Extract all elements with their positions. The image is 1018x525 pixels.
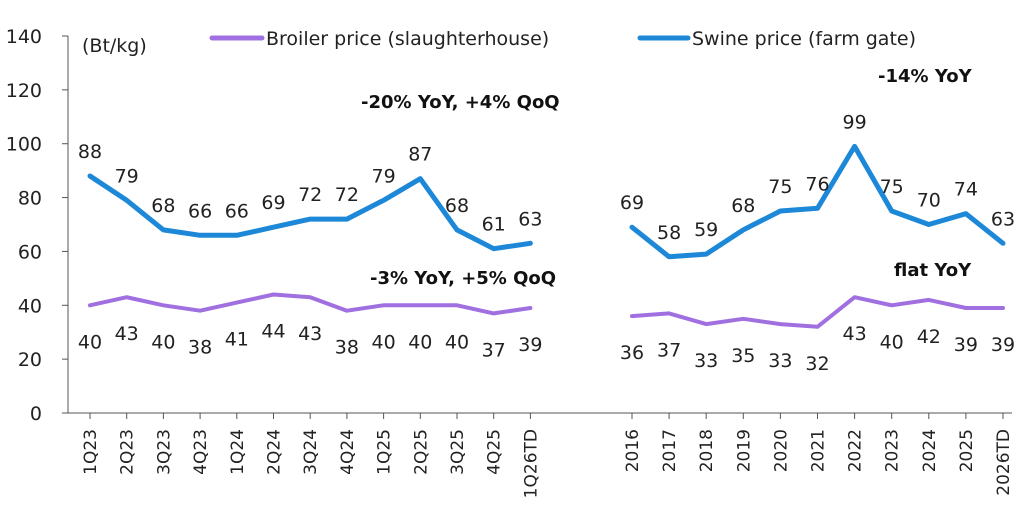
y-tick-label: 0: [30, 403, 42, 425]
x-tick-label: 1Q23: [81, 429, 101, 475]
data-label-broiler: 39: [954, 334, 978, 356]
y-axis-ticks: 0 20 40 60 80 100 120 140: [6, 26, 68, 425]
x-tick-label: 2018: [697, 429, 717, 472]
data-label-broiler: 35: [731, 345, 755, 367]
series-line-broiler: [630, 295, 1005, 329]
y-tick-label: 40: [18, 295, 42, 317]
data-label-swine: 88: [78, 141, 102, 163]
data-label-swine: 75: [880, 176, 904, 198]
data-label-broiler: 40: [78, 331, 102, 353]
annotation-annual-broiler: flat YoY: [894, 260, 972, 281]
data-label-swine: 87: [408, 144, 432, 166]
series-line-swine: [629, 143, 1006, 260]
data-label-broiler: 40: [372, 331, 396, 353]
data-label-swine: 68: [151, 195, 175, 217]
data-label-broiler: 39: [518, 334, 542, 356]
x-tick-label: 2017: [660, 429, 680, 472]
data-label-swine: 68: [731, 195, 755, 217]
data-label-swine: 69: [261, 192, 285, 214]
x-tick-label: 4Q23: [191, 429, 211, 475]
data-label-swine: 58: [657, 222, 681, 244]
data-label-broiler: 40: [408, 331, 432, 353]
data-label-swine: 99: [843, 111, 867, 133]
x-tick-label: 2016: [623, 429, 643, 472]
y-tick-label: 140: [6, 26, 42, 48]
data-label-broiler: 36: [620, 342, 644, 364]
data-label-broiler: 37: [482, 339, 506, 361]
annotation-quarterly-swine: -20% YoY, +4% QoQ: [361, 92, 560, 113]
data-label-swine: 72: [335, 184, 359, 206]
data-label-broiler: 33: [694, 350, 718, 372]
data-label-broiler: 42: [917, 326, 941, 348]
y-tick-label: 60: [18, 241, 42, 263]
x-tick-label: 3Q23: [154, 429, 174, 475]
x-tick-label: 2020: [771, 429, 791, 472]
data-label-broiler: 40: [445, 331, 469, 353]
data-label-broiler: 38: [335, 337, 359, 359]
x-tick-label: 2022: [846, 429, 866, 472]
data-label-swine: 59: [694, 219, 718, 241]
x-tick-label: 1Q24: [228, 429, 248, 475]
data-label-broiler: 33: [768, 350, 792, 372]
x-tick-label: 2Q24: [265, 429, 285, 475]
y-tick-label: 20: [18, 349, 42, 371]
x-axis-ticks: 1Q23 2Q23 3Q23 4Q23 1Q24 2Q24 3Q24 4Q24 1Q25 2Q25…: [81, 413, 1014, 498]
data-labels: 88 79 68 66 66 69 72 72 79 87 68 61 63 40 43 40 38 41 44 43…: [78, 111, 1015, 374]
series-line-swine: [87, 173, 533, 252]
data-label-swine: 76: [805, 173, 829, 195]
x-tick-label: 1Q26TD: [521, 429, 541, 498]
data-label-broiler: 41: [225, 329, 249, 351]
data-label-swine: 66: [225, 200, 249, 222]
data-label-broiler: 39: [991, 334, 1015, 356]
series-layer: [87, 143, 1006, 329]
data-label-swine: 68: [445, 195, 469, 217]
data-label-swine: 74: [954, 179, 978, 201]
data-label-swine: 61: [482, 214, 506, 236]
x-tick-label: 4Q25: [485, 429, 505, 475]
y-axis-unit: (Bt/kg): [82, 35, 147, 57]
data-label-broiler: 38: [188, 337, 212, 359]
data-label-broiler: 44: [261, 321, 285, 343]
x-tick-label: 2Q23: [118, 429, 138, 475]
data-label-broiler: 43: [115, 323, 139, 345]
legend-label-broiler: Broiler price (slaughterhouse): [266, 28, 549, 50]
data-label-broiler: 32: [805, 353, 829, 375]
data-label-broiler: 43: [843, 323, 867, 345]
annotation-annual-swine: -14% YoY: [878, 66, 973, 87]
x-tick-label: 3Q25: [448, 429, 468, 475]
data-label-swine: 72: [298, 184, 322, 206]
x-tick-label: 1Q25: [375, 429, 395, 475]
legend: Broiler price (slaughterhouse) Swine pri…: [209, 28, 916, 50]
data-label-swine: 79: [372, 165, 396, 187]
x-tick-label: 2023: [883, 429, 903, 472]
data-label-swine: 63: [991, 208, 1015, 230]
data-label-swine: 79: [115, 165, 139, 187]
data-label-broiler: 43: [298, 323, 322, 345]
x-tick-label: 3Q24: [301, 429, 321, 475]
data-label-broiler: 37: [657, 339, 681, 361]
series-line-broiler: [88, 292, 533, 316]
data-label-swine: 63: [518, 208, 542, 230]
y-tick-label: 80: [18, 188, 42, 210]
y-tick-label: 100: [6, 134, 42, 156]
y-tick-label: 120: [6, 80, 42, 102]
legend-label-swine: Swine price (farm gate): [692, 28, 916, 50]
x-tick-label: 2024: [920, 429, 940, 472]
x-tick-label: 2021: [809, 429, 829, 472]
x-tick-label: 2019: [734, 429, 754, 472]
data-label-swine: 66: [188, 200, 212, 222]
x-tick-label: 2025: [957, 429, 977, 472]
data-label-swine: 69: [620, 192, 644, 214]
data-label-swine: 75: [768, 176, 792, 198]
x-tick-label: 2Q25: [411, 429, 431, 475]
data-label-broiler: 40: [880, 331, 904, 353]
annotation-quarterly-broiler: -3% YoY, +5% QoQ: [370, 268, 556, 289]
data-label-swine: 70: [917, 190, 941, 212]
data-label-broiler: 40: [151, 331, 175, 353]
x-tick-label: 2026TD: [994, 429, 1014, 496]
x-tick-label: 4Q24: [338, 429, 358, 475]
